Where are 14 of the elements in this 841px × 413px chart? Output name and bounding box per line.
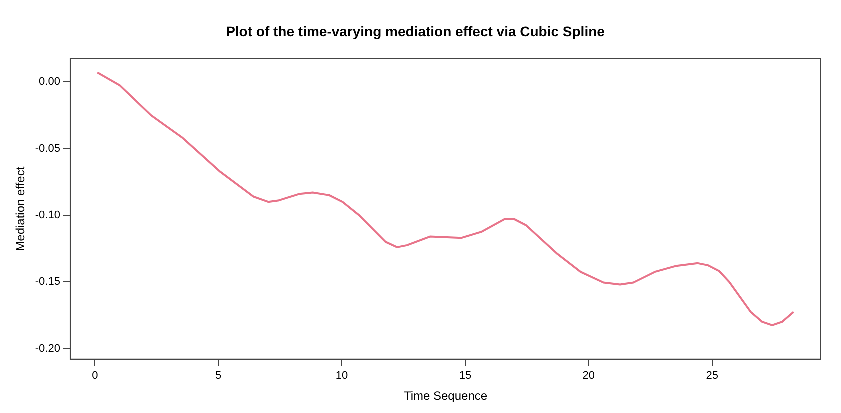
chart-title: Plot of the time-varying mediation effect via Cubic Spline — [226, 23, 606, 40]
y-tick-label: 0.00 — [39, 76, 60, 88]
y-tick-label: -0.15 — [35, 276, 60, 288]
x-tick-label: 5 — [216, 370, 222, 382]
x-axis-title: Time Sequence — [404, 389, 488, 404]
y-tick-label: -0.05 — [35, 142, 60, 155]
y-axis-title: Mediation effect — [14, 166, 28, 252]
x-tick-label: 25 — [706, 370, 718, 382]
x-tick-label: 0 — [92, 370, 98, 382]
x-tick-label: 20 — [582, 370, 596, 382]
y-tick-label: -0.10 — [35, 209, 60, 222]
y-tick-label: -0.20 — [35, 342, 60, 355]
x-tick-label: 15 — [459, 370, 472, 382]
x-tick-label: 10 — [336, 370, 348, 382]
